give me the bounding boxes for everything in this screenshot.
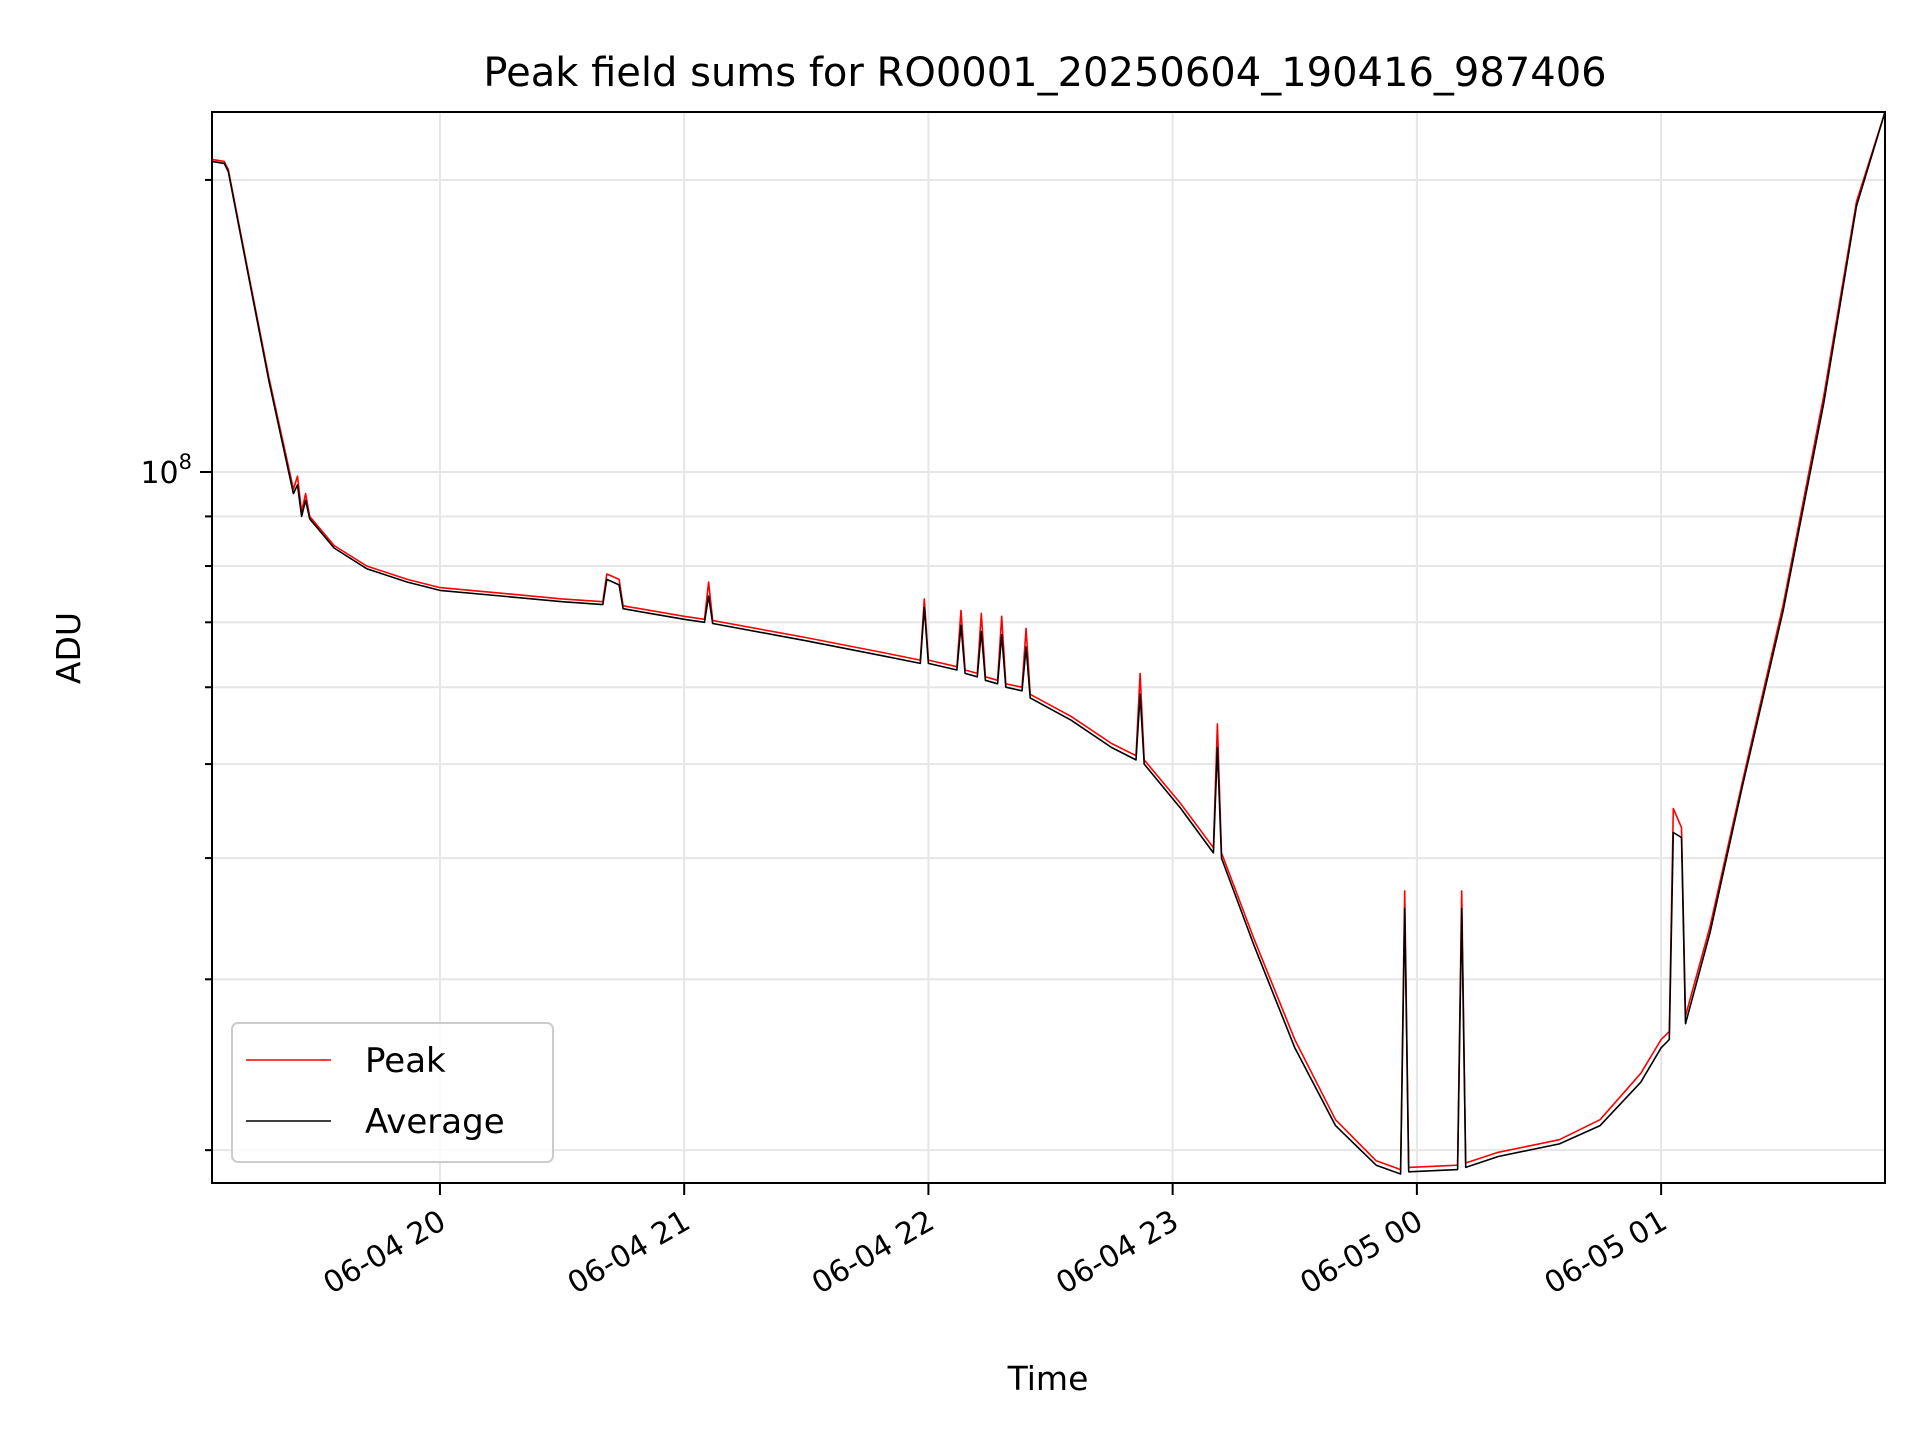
plot-frame xyxy=(211,111,1886,1184)
grid-layer xyxy=(212,112,1885,1183)
legend-box xyxy=(231,1022,554,1163)
legend-label-peak: Peak xyxy=(365,1041,446,1081)
legend: Peak Average xyxy=(231,1022,554,1163)
chart-title: Peak field sums for RO0001_20250604_1904… xyxy=(483,50,1606,96)
legend-label-average: Average xyxy=(365,1102,505,1142)
x-axis-label: Time xyxy=(1007,1359,1089,1398)
series-line-average xyxy=(212,112,1885,1175)
y-tick-label: 108 xyxy=(140,450,192,491)
series-layer xyxy=(212,112,1885,1175)
y-axis-label: ADU xyxy=(49,612,88,684)
